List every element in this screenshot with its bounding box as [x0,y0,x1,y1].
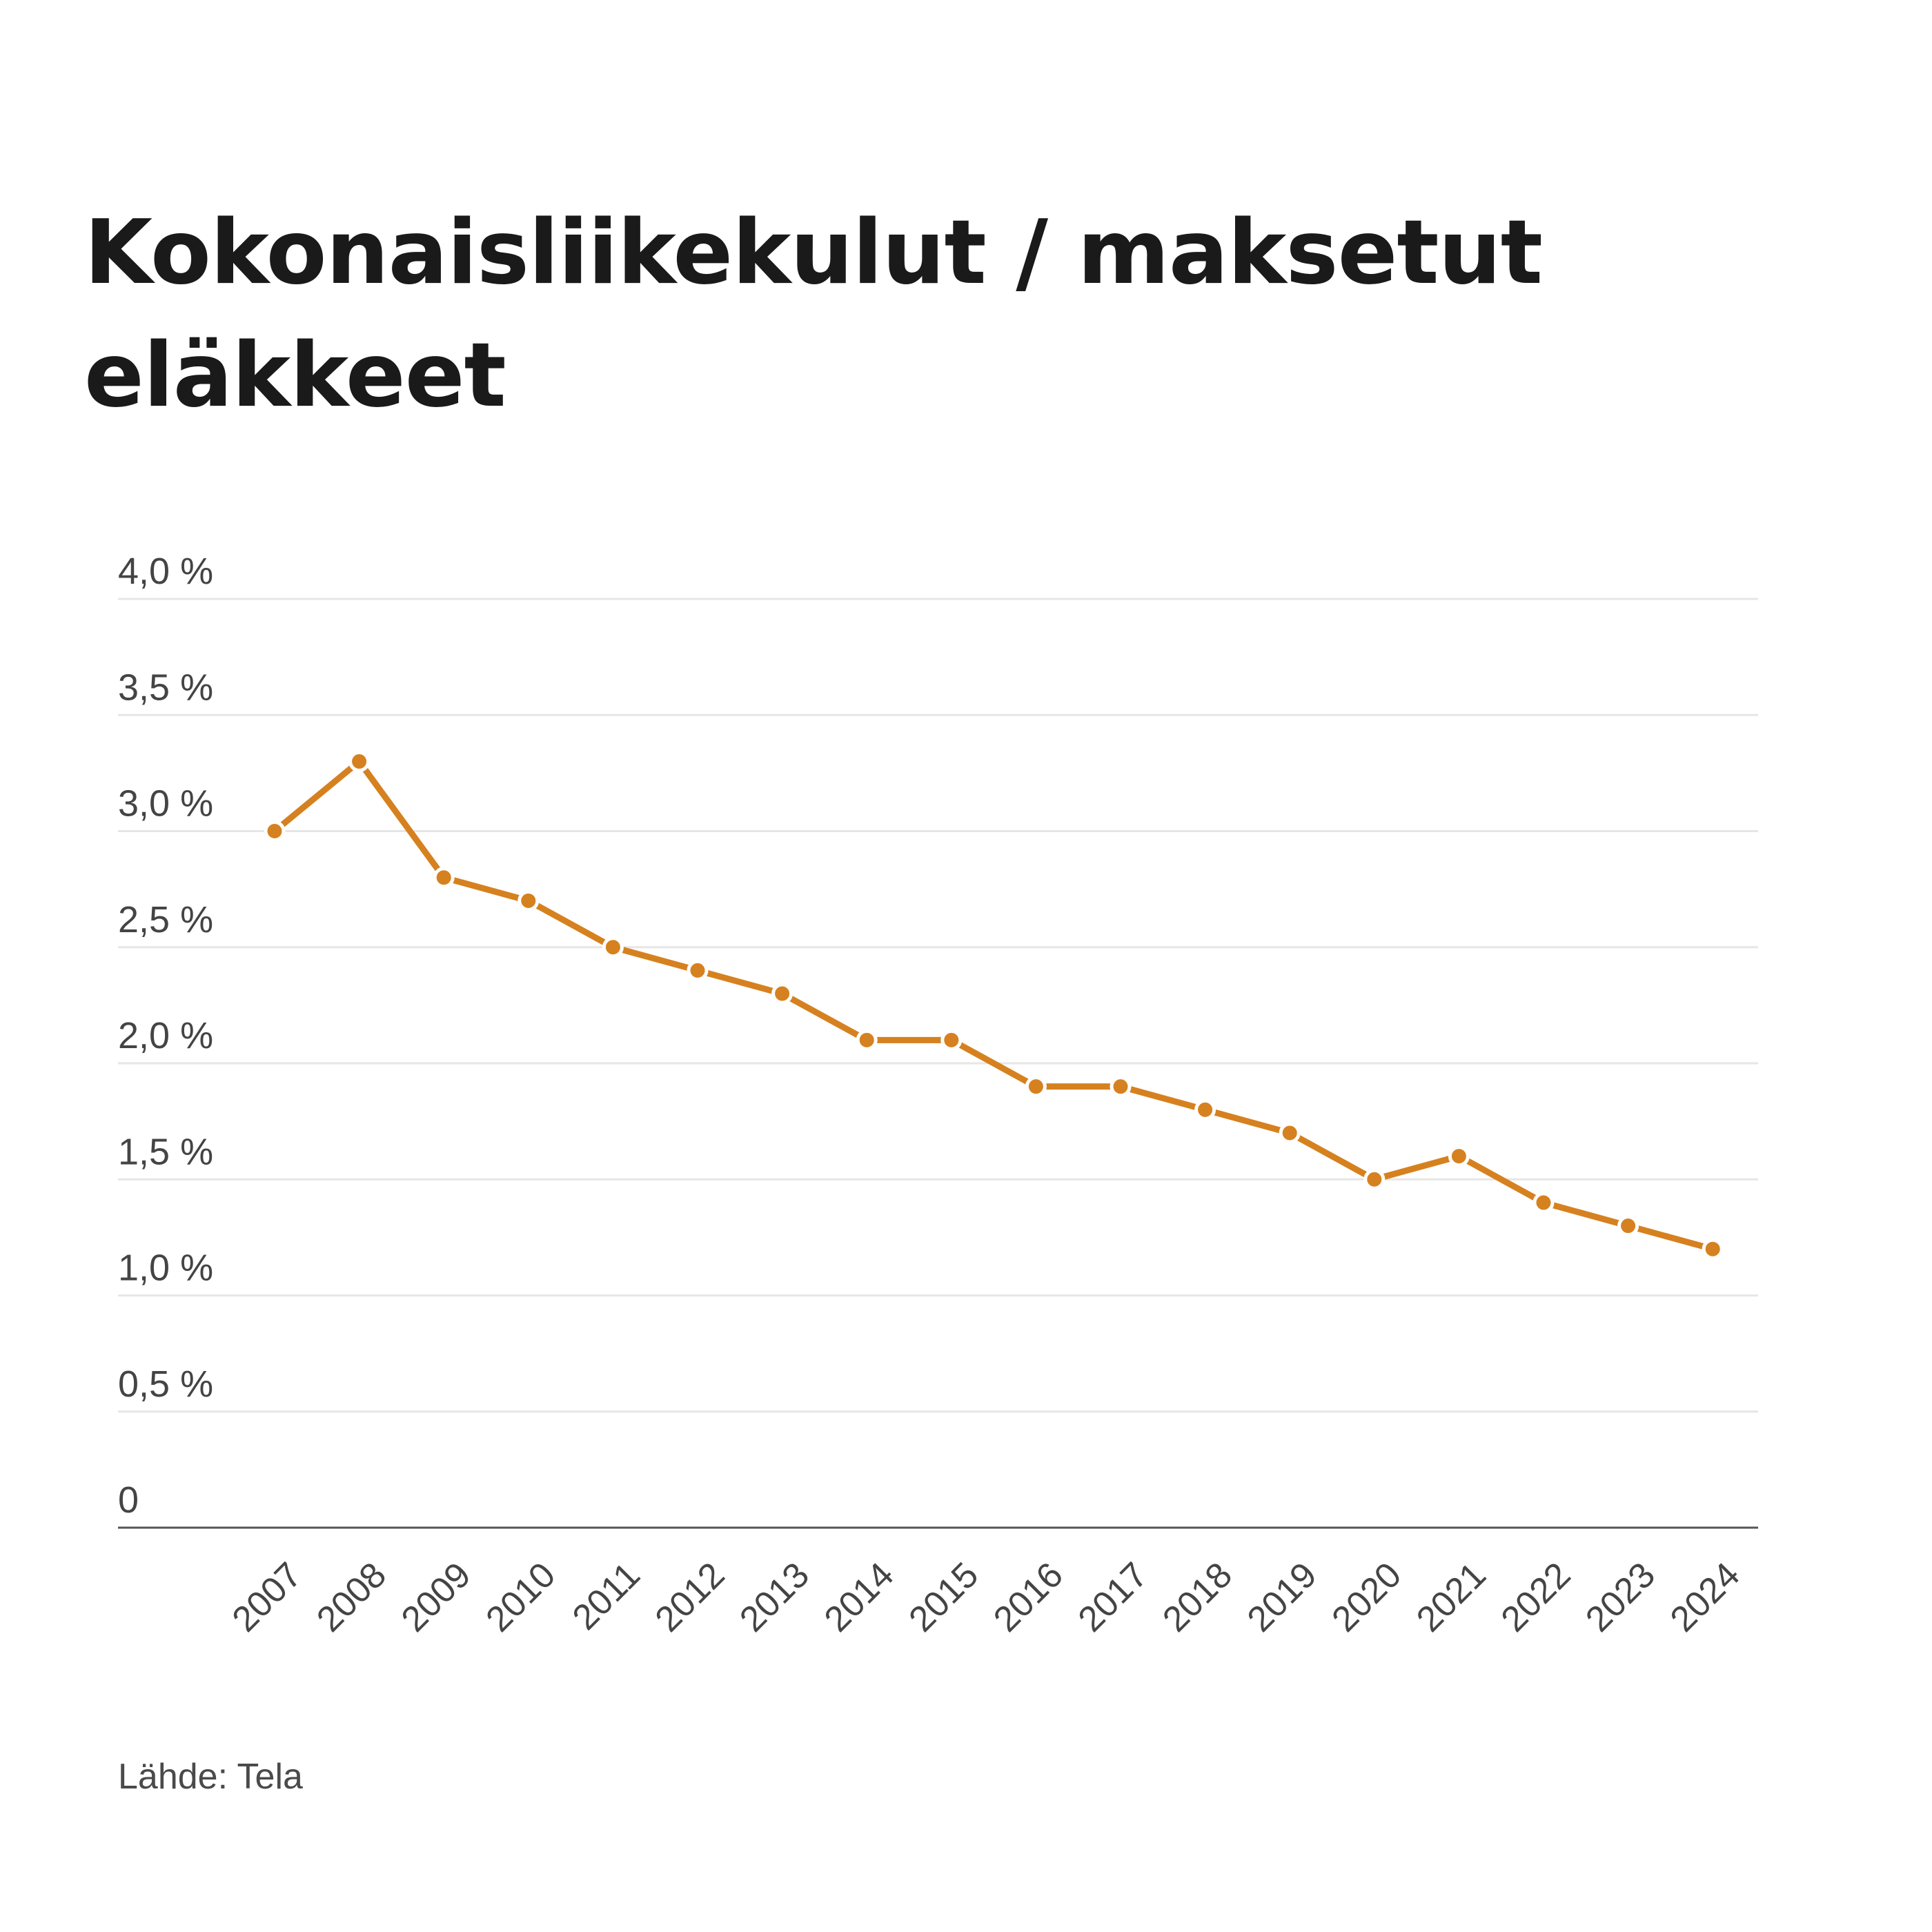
x-tick-label: 2021 [1409,1555,1494,1639]
y-tick-labels: 0 0,5 % 1,0 % 1,5 % 2,0 % 2,5 % 3,0 % 3,5 % 4,0 … [118,551,213,1521]
data-point[interactable] [1532,1192,1555,1214]
x-tick-label: 2022 [1494,1555,1579,1639]
x-tick-label: 2013 [732,1555,817,1639]
y-tick-label: 1,5 % [118,1131,213,1172]
data-point[interactable] [518,889,540,911]
data-point[interactable] [1110,1076,1132,1098]
x-tick-label: 2008 [309,1555,394,1639]
y-tick-label: 1,0 % [118,1248,213,1289]
chart-title: Kokonaisliikekulut / maksetut eläkkeet [84,201,1543,427]
x-tick-label: 2016 [986,1555,1071,1639]
x-tick-label: 2019 [1240,1555,1325,1639]
data-point[interactable] [771,983,793,1005]
x-tick-label: 2018 [1155,1555,1240,1639]
data-point[interactable] [264,820,286,842]
data-point[interactable] [1702,1238,1724,1260]
data-point[interactable] [348,751,371,773]
series-line [271,758,1716,1252]
y-tick-label: 0 [118,1479,139,1521]
x-tick-label: 2011 [565,1555,648,1637]
y-tick-label: 3,0 % [118,783,213,825]
y-tick-label: 2,5 % [118,899,213,940]
data-point[interactable] [1025,1076,1047,1098]
x-tick-label: 2014 [817,1555,902,1639]
x-tick-label: 2020 [1324,1555,1409,1639]
x-tick-label: 2017 [1071,1555,1156,1639]
source-note: Lähde: Tela [118,1757,303,1797]
gridlines [118,598,1758,1529]
data-point[interactable] [940,1029,963,1051]
data-point[interactable] [687,959,709,981]
data-point[interactable] [1448,1145,1470,1167]
y-tick-label: 2,0 % [118,1015,213,1056]
x-tick-label: 2007 [225,1555,310,1639]
data-point[interactable] [1363,1168,1386,1190]
y-tick-label: 4,0 % [118,551,213,592]
x-tick-label: 2024 [1663,1555,1748,1639]
x-tick-labels: 2007 2008 2009 2010 2011 2012 2013 2014 2015 2016… [225,1555,1748,1639]
series-group [264,751,1724,1260]
data-point[interactable] [433,867,455,889]
y-tick-label: 3,5 % [118,667,213,708]
x-tick-label: 2009 [394,1555,479,1639]
data-point[interactable] [1279,1122,1301,1144]
data-point[interactable] [602,936,624,958]
data-point[interactable] [1617,1215,1639,1237]
x-tick-label: 2023 [1578,1555,1663,1639]
y-tick-label: 0,5 % [118,1363,213,1405]
x-tick-label: 2010 [478,1555,563,1639]
data-point[interactable] [856,1029,878,1051]
data-point[interactable] [1194,1098,1216,1121]
x-tick-label: 2012 [648,1555,733,1639]
x-tick-label: 2015 [901,1555,986,1639]
